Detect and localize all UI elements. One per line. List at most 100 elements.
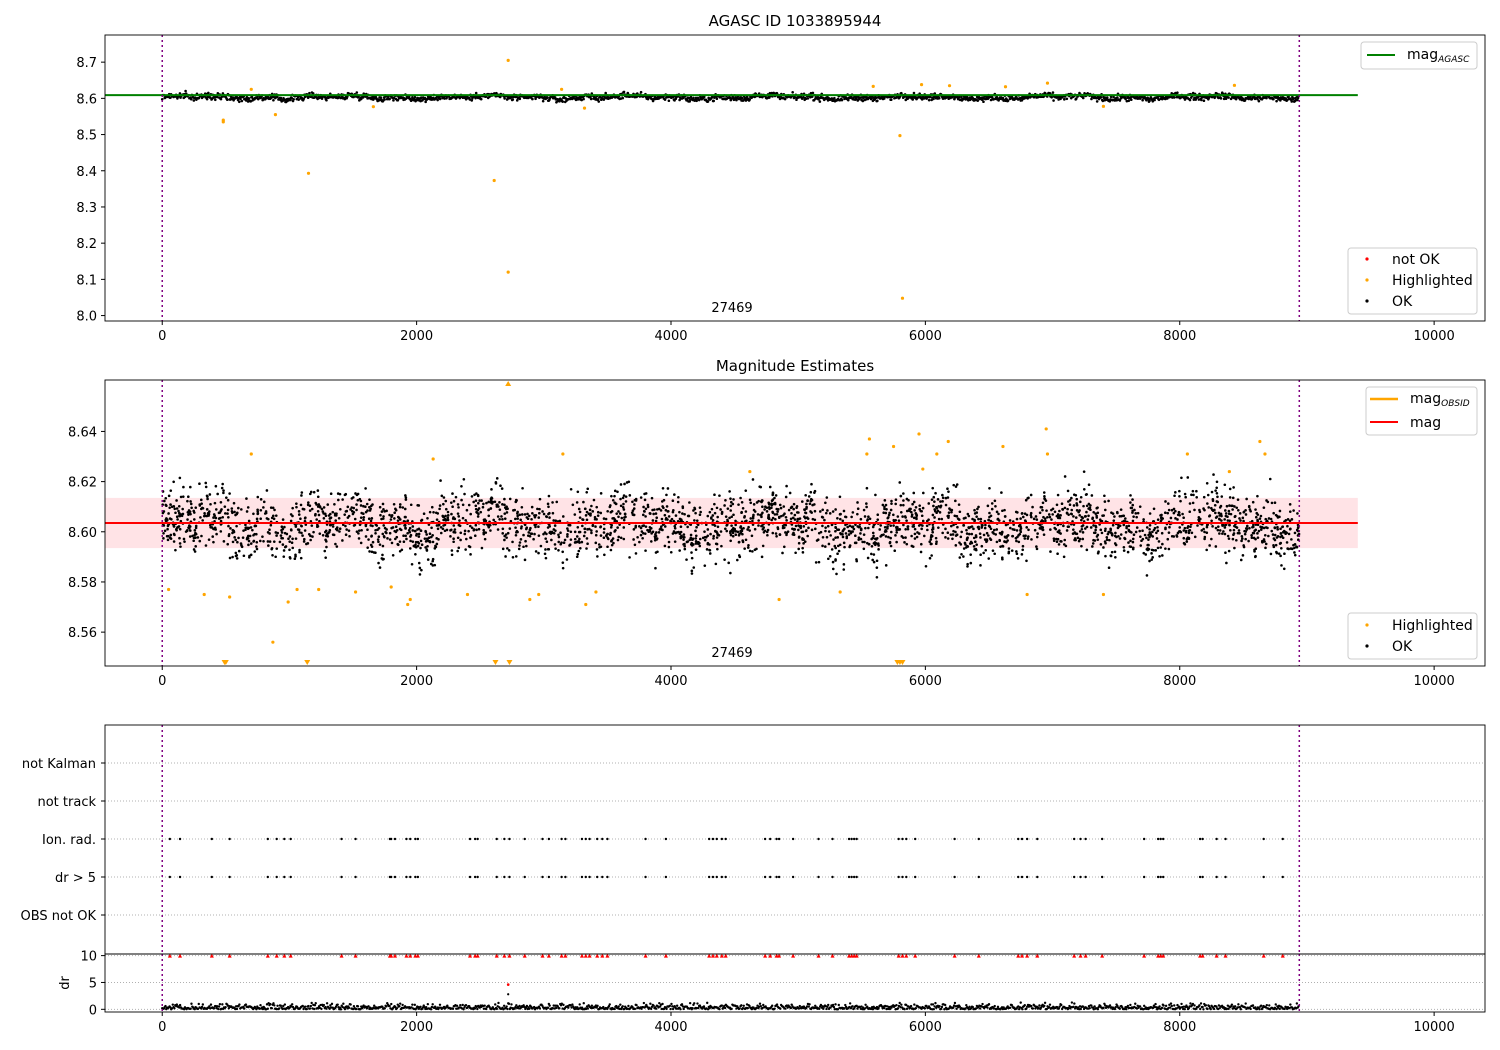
data-point-ok xyxy=(444,507,448,511)
data-point-ok xyxy=(165,534,169,538)
data-point-ok xyxy=(1044,519,1047,523)
data-point-ok xyxy=(968,532,971,536)
data-point-ok xyxy=(414,552,417,556)
data-point-ok xyxy=(1148,559,1151,563)
data-point-ok xyxy=(1038,511,1042,515)
data-point-ok xyxy=(828,554,832,558)
data-point-ok xyxy=(437,538,440,541)
data-point-ok xyxy=(182,537,186,541)
data-point-ok xyxy=(247,543,250,547)
data-point-ok xyxy=(186,510,190,514)
data-point-ok xyxy=(830,548,834,551)
data-point-ok xyxy=(542,512,546,516)
data-point-ok xyxy=(588,508,592,512)
data-point-ok xyxy=(476,515,480,518)
data-point-ok xyxy=(982,100,985,104)
data-point-ok xyxy=(178,476,182,480)
data-point-ok xyxy=(487,500,490,504)
data-point-ok xyxy=(599,534,603,537)
data-point-ok xyxy=(939,505,942,509)
data-point-ok xyxy=(511,98,515,101)
data-point-ok xyxy=(169,96,172,99)
data-point-ok xyxy=(1096,551,1100,555)
data-point-ok xyxy=(1273,501,1277,505)
data-point-ok xyxy=(359,541,363,545)
data-point-ok xyxy=(1078,537,1082,541)
data-point-ok xyxy=(949,533,953,536)
data-point-ok xyxy=(442,496,446,499)
data-point-ok xyxy=(168,506,171,510)
data-point-ok xyxy=(382,524,386,527)
data-point-ok xyxy=(255,547,259,551)
data-point-ok xyxy=(916,531,919,534)
data-point-ok xyxy=(585,518,589,522)
data-point-ok xyxy=(561,561,565,564)
data-point-ok xyxy=(320,97,324,100)
data-point-ok xyxy=(596,514,600,517)
data-point-ok xyxy=(889,536,892,540)
data-point-ok xyxy=(1221,532,1224,535)
data-point-ok xyxy=(521,486,524,490)
data-point-ok xyxy=(344,492,348,496)
data-point-highlighted xyxy=(582,106,587,110)
data-point-ok xyxy=(163,529,167,533)
data-point-ok xyxy=(713,502,716,506)
data-point-ok xyxy=(1233,524,1236,528)
data-point-ok xyxy=(446,518,450,522)
data-point-ok xyxy=(648,530,652,533)
data-point-ok xyxy=(1004,536,1007,539)
data-point-ok xyxy=(770,499,774,502)
data-point-ok xyxy=(1272,537,1276,540)
data-point-ok xyxy=(518,541,522,544)
data-point-ok xyxy=(1223,483,1227,487)
data-point-ok xyxy=(669,550,673,554)
data-point-ok xyxy=(1035,547,1039,551)
data-point-ok xyxy=(625,481,629,484)
data-point-ok xyxy=(246,506,250,509)
data-point-ok xyxy=(599,545,603,549)
data-point-ok xyxy=(424,546,427,549)
data-point-highlighted xyxy=(871,84,875,89)
data-point-ok xyxy=(906,527,910,531)
data-point-ok xyxy=(829,534,832,537)
data-point-ok xyxy=(1166,537,1170,541)
data-point-ok xyxy=(671,510,675,514)
data-point-ok xyxy=(639,90,643,94)
data-point-ok xyxy=(1178,494,1181,498)
data-point-ok xyxy=(577,549,581,553)
data-point-ok xyxy=(439,531,443,535)
data-point-ok xyxy=(1131,503,1135,507)
data-point-ok xyxy=(746,546,750,549)
data-point-ok xyxy=(966,562,969,566)
data-point-ok xyxy=(561,100,565,103)
data-point-ok xyxy=(934,536,938,540)
data-point-ok xyxy=(698,544,702,548)
data-point-ok xyxy=(1186,476,1190,479)
data-point-ok xyxy=(267,544,270,547)
data-point-ok xyxy=(310,524,314,527)
data-point-ok xyxy=(955,533,959,537)
data-point-ok xyxy=(1114,531,1117,535)
data-point-ok xyxy=(1055,503,1059,507)
data-point-ok xyxy=(204,481,208,485)
data-point-ok xyxy=(755,501,759,504)
data-point-ok xyxy=(1072,515,1075,518)
data-point-ok xyxy=(1251,500,1255,504)
data-point-ok xyxy=(365,502,369,506)
data-point-ok xyxy=(989,538,993,542)
data-point-ok xyxy=(596,555,599,558)
data-point-ok xyxy=(419,519,423,522)
data-point-ok xyxy=(1053,510,1057,514)
data-point-ok xyxy=(566,535,569,538)
data-point-ok xyxy=(895,526,898,530)
data-point-ok xyxy=(547,494,551,498)
data-point-ok xyxy=(1131,519,1135,523)
data-point-ok xyxy=(573,537,577,541)
data-point-ok xyxy=(919,542,923,546)
data-point-ok xyxy=(646,97,650,101)
data-point-ok xyxy=(951,537,954,541)
data-point-ok xyxy=(218,516,222,520)
data-point-ok xyxy=(1103,529,1107,533)
data-point-ok xyxy=(851,530,854,533)
data-point-ok xyxy=(1189,525,1192,529)
